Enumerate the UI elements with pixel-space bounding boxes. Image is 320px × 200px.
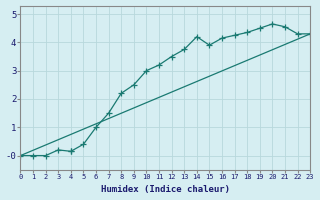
X-axis label: Humidex (Indice chaleur): Humidex (Indice chaleur) — [101, 185, 230, 194]
